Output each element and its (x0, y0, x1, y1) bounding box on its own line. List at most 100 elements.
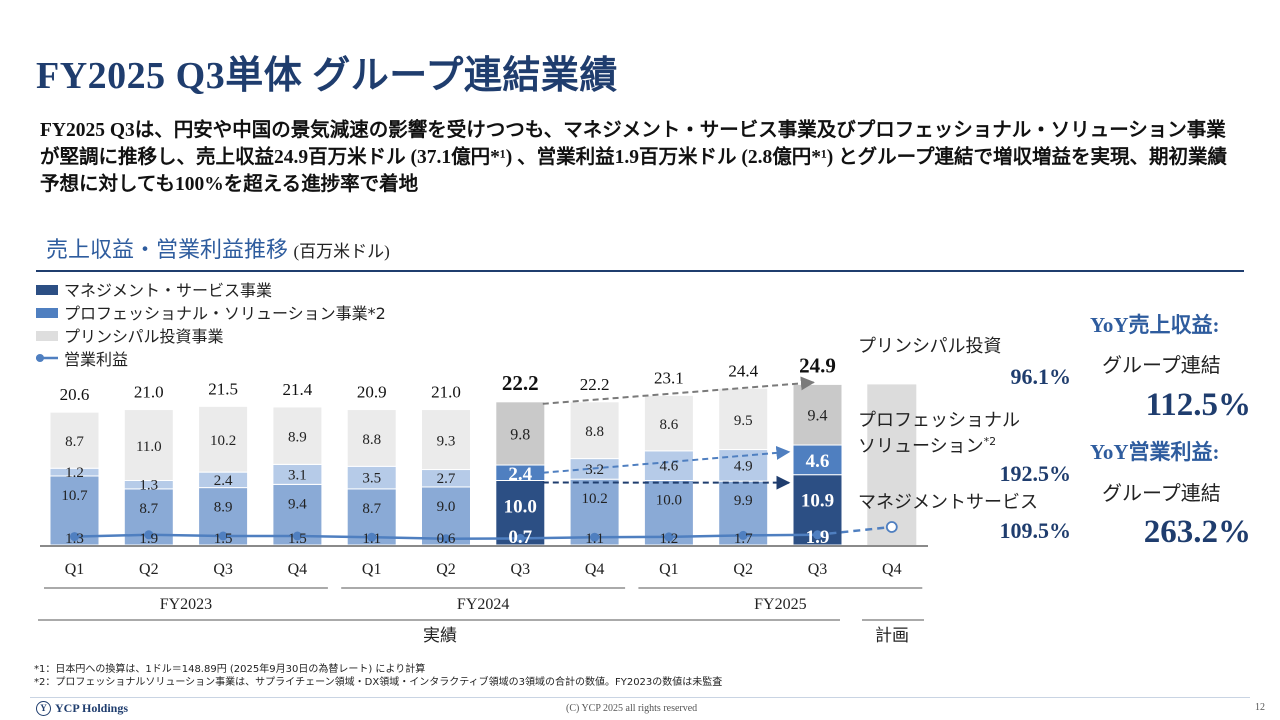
legend-swatch-principal (36, 331, 58, 341)
label-op-10: 1.9 (806, 527, 830, 548)
op-point-9 (738, 530, 748, 540)
tick-label-1: Q2 (139, 561, 159, 578)
bar-principal-0 (49, 411, 100, 469)
arrow-professional (542, 445, 791, 474)
data-labels: 10.7 1.2 8.7 20.6 8.7 1.3 11.0 21.0 8.9 2.4 10.2 21… (60, 353, 836, 548)
footer-divider (30, 697, 1250, 698)
op-point-7 (590, 532, 600, 542)
tick-label-5: Q2 (436, 561, 456, 578)
label-total-9: 24.4 (728, 361, 758, 380)
label-op-1: 1.9 (139, 531, 158, 547)
tick-label-6: Q3 (511, 561, 531, 578)
label-total-1: 21.0 (134, 383, 164, 402)
page-number: 12 (1255, 702, 1265, 713)
label-total-2: 21.5 (208, 379, 238, 398)
label-management-9: 9.9 (734, 493, 753, 509)
yoy-revenue-value: 112.5% (1146, 387, 1251, 423)
tick-label-11: Q4 (882, 561, 902, 578)
label-op-4: 1.1 (362, 531, 381, 547)
tick-label-0: Q1 (65, 561, 85, 578)
label-management-4: 8.7 (362, 501, 381, 517)
label-principal-3: 8.9 (288, 430, 307, 446)
label-management-5: 9.0 (437, 499, 456, 515)
section-unit: (百万米ドル) (293, 242, 390, 261)
op-line-forecast (817, 525, 892, 537)
label-professional-8: 4.6 (660, 459, 679, 475)
label-professional-7: 3.2 (585, 462, 604, 478)
tick-label-8: Q1 (659, 561, 679, 578)
legend-swatch-op-marker (36, 354, 44, 362)
label-op-2: 1.5 (214, 531, 233, 547)
section-title-text: 売上収益・営業利益推移 (46, 237, 289, 262)
copyright: (C) YCP 2025 all rights reserved (566, 703, 698, 714)
label-professional-6: 2.4 (508, 464, 532, 485)
yoy-revenue-sub: グループ連結 (1102, 353, 1221, 377)
label-total-6: 22.2 (502, 371, 539, 395)
period-label-actual: 実績 (423, 626, 457, 646)
growth-management-label: マネジメントサービス (858, 492, 1038, 513)
yoy-op-title: YoY営業利益: (1090, 440, 1220, 464)
op-point-0 (70, 532, 79, 542)
growth-principal-label: プリンシパル投資 (858, 336, 1001, 357)
bar-forecast-11 (867, 384, 917, 545)
growth-management-value: 109.5% (1000, 518, 1072, 543)
label-professional-10: 4.6 (806, 451, 830, 472)
tick-label-7: Q4 (585, 561, 605, 578)
label-principal-6: 9.8 (510, 426, 530, 443)
label-op-8: 1.2 (660, 531, 679, 547)
label-total-4: 20.9 (357, 383, 387, 402)
growth-principal-value: 96.1% (1011, 364, 1072, 389)
legend-label-principal: プリンシパル投資事業 (64, 327, 224, 346)
label-principal-2: 10.2 (210, 433, 236, 449)
bar-principal-5 (421, 409, 471, 471)
legend-label-professional: プロフェッショナル・ソリューション事業*2 (64, 304, 386, 323)
footnote-1: *1：日本円への換算は、1ドル＝148.89円 (2025年9月30日の為替レー… (34, 664, 426, 675)
label-principal-8: 8.6 (660, 417, 679, 433)
label-op-0: 1.3 (65, 531, 84, 547)
growth-professional-value: 192.5% (1000, 461, 1072, 486)
footnote-2: *2：プロフェッショナルソリューション事業は、サプライチェーン領域・DX領域・イ… (34, 677, 723, 688)
bar-principal-2 (198, 405, 249, 473)
bar-principal-3 (272, 406, 323, 465)
op-point-6 (515, 533, 525, 543)
op-point-2 (218, 531, 228, 541)
label-principal-4: 8.8 (362, 432, 381, 448)
label-professional-4: 3.5 (362, 471, 381, 487)
label-op-5: 0.6 (437, 531, 456, 547)
growth-arrows (542, 376, 815, 490)
chart-legend: マネジメント・サービス事業 プロフェッショナル・ソリューション事業*2 プリンシ… (36, 281, 386, 369)
tick-label-4: Q1 (362, 561, 382, 578)
page-title: FY2025 Q3単体 グループ連結業績 (36, 55, 618, 97)
arrow-principal (542, 376, 815, 405)
label-total-0: 20.6 (60, 385, 90, 404)
label-management-2: 8.9 (214, 500, 233, 516)
bar-professional-10 (792, 444, 843, 476)
bar-principal-7 (569, 401, 620, 460)
section-divider (36, 270, 1244, 272)
label-op-6: 0.7 (508, 527, 532, 548)
section-title: 売上収益・営業利益推移 (百万米ドル) (46, 232, 390, 264)
legend-label-management: マネジメント・サービス事業 (64, 281, 272, 300)
tick-label-10: Q3 (808, 561, 828, 578)
label-total-8: 23.1 (654, 368, 684, 387)
legend-swatch-management (36, 285, 58, 295)
label-management-0: 10.7 (61, 488, 88, 504)
operating-profit-line (70, 521, 898, 544)
op-point-8 (664, 532, 674, 542)
bars-layer (49, 383, 917, 546)
label-op-9: 1.7 (734, 531, 753, 547)
growth-professional-label-2-text: ソリューション (858, 436, 984, 457)
bar-principal-8 (643, 394, 694, 452)
segment-growth: プリンシパル投資 96.1% プロフェッショナル ソリューション*2 192.5… (858, 336, 1071, 543)
label-professional-3: 3.1 (288, 467, 307, 483)
label-principal-9: 9.5 (734, 413, 753, 429)
label-professional-2: 2.4 (214, 473, 233, 489)
label-management-7: 10.2 (581, 491, 607, 507)
op-point-5 (441, 534, 451, 544)
op-point-3 (292, 531, 302, 541)
company-logo: Y YCP Holdings (36, 701, 128, 716)
label-management-8: 10.0 (656, 493, 682, 509)
period-label-plan: 計画 (875, 626, 909, 646)
legend-label-op: 営業利益 (64, 350, 128, 369)
